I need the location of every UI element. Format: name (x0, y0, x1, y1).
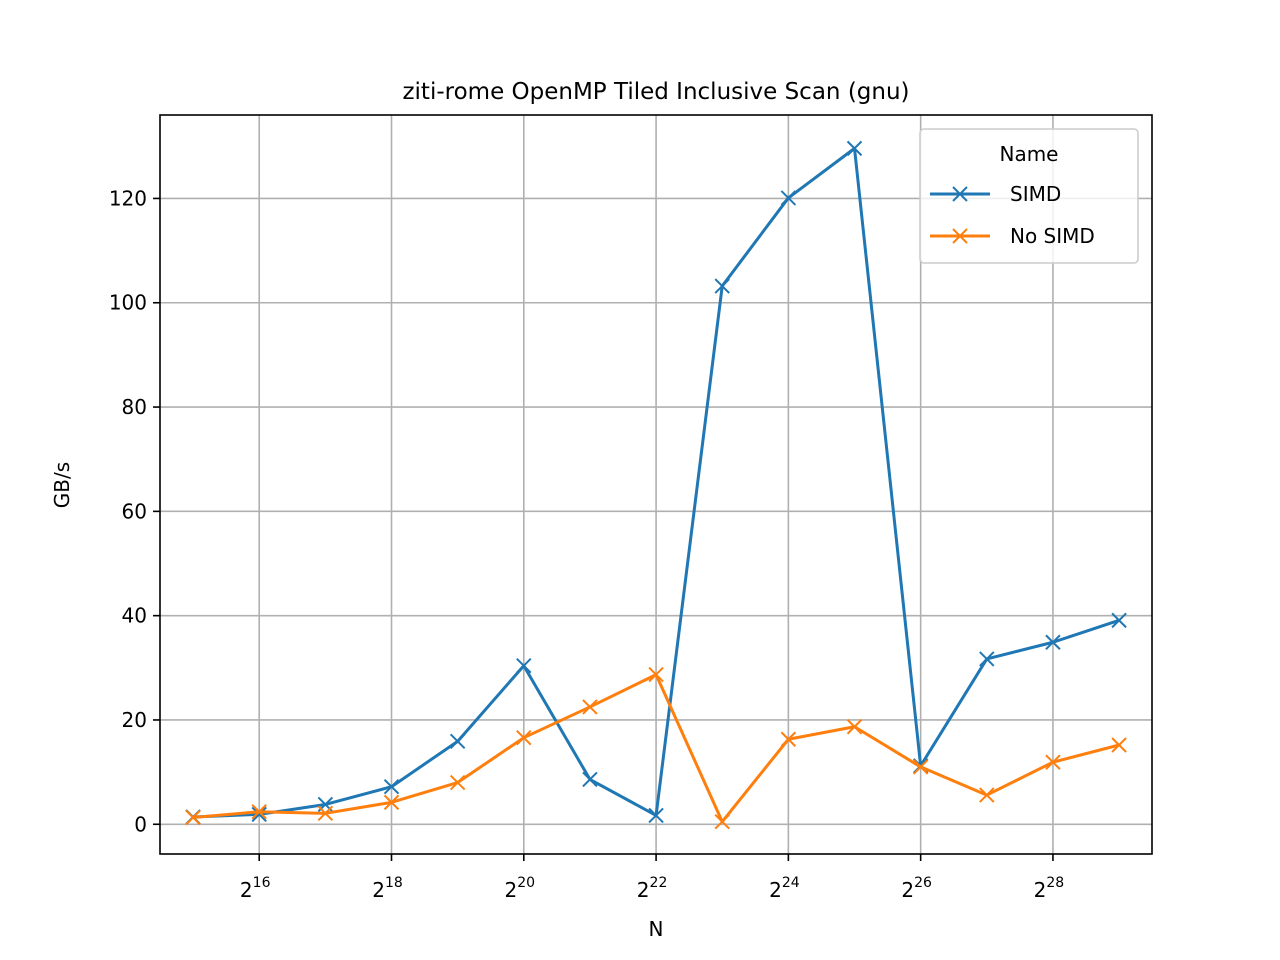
x-axis: 216 218 220 222 224 226 228 (240, 854, 1064, 902)
legend: Name SIMD No SIMD (919, 128, 1139, 264)
legend-box (919, 128, 1139, 264)
data-point-marker (251, 806, 267, 823)
data-point-marker (582, 771, 598, 788)
data-point-marker (648, 807, 664, 824)
series-no-simd (185, 666, 1127, 830)
legend-marker (952, 228, 968, 244)
chart-title: ziti-rome OpenMP Tiled Inclusive Scan (g… (402, 79, 909, 105)
legend-title: Name (999, 142, 1058, 166)
data-point-marker (780, 731, 797, 747)
data-point-marker (979, 651, 995, 667)
data-point-marker (979, 787, 995, 803)
y-tick-label: 0 (134, 812, 147, 836)
data-point-marker (714, 813, 730, 830)
data-point-marker (1111, 737, 1127, 753)
data-point-marker (1111, 612, 1127, 629)
x-tick-label: 222 (637, 875, 668, 902)
y-tick-label: 40 (122, 604, 147, 628)
y-axis: 0 20 40 60 80 100 120 (109, 186, 160, 836)
data-point-marker (780, 190, 797, 206)
y-tick-label: 60 (122, 499, 147, 523)
y-tick-label: 100 (109, 291, 147, 315)
x-tick-label: 228 (1034, 875, 1065, 902)
data-point-marker (185, 809, 201, 826)
data-point-marker (317, 805, 334, 822)
legend-marker (952, 186, 968, 202)
x-axis-label: N (649, 917, 664, 941)
x-tick-label: 220 (505, 875, 536, 902)
data-point-marker (1045, 754, 1061, 770)
series-layer (185, 140, 1127, 830)
data-point-marker (383, 794, 400, 811)
data-point-marker (1045, 634, 1061, 650)
data-point-marker (846, 719, 863, 735)
y-axis-label: GB/s (50, 462, 74, 508)
data-point-marker (648, 666, 664, 683)
x-tick-label: 224 (769, 875, 800, 902)
x-tick-label: 216 (240, 875, 271, 902)
x-tick-label: 226 (901, 875, 932, 902)
data-point-marker (449, 733, 466, 750)
data-point-marker (846, 140, 863, 157)
y-tick-label: 120 (109, 186, 147, 210)
data-point-marker (912, 759, 929, 775)
y-tick-label: 80 (122, 395, 147, 419)
y-tick-label: 20 (122, 708, 147, 732)
data-point-marker (383, 779, 400, 795)
data-point-marker (516, 658, 532, 674)
data-point-marker (582, 699, 598, 715)
data-point-marker (516, 729, 532, 746)
legend-label: SIMD (1010, 182, 1061, 206)
x-tick-label: 218 (372, 875, 403, 902)
data-point-marker (449, 774, 466, 791)
data-point-marker (714, 278, 730, 294)
legend-entries: SIMD No SIMD (930, 182, 1095, 248)
data-point-marker (251, 804, 267, 820)
legend-label: No SIMD (1010, 224, 1095, 248)
